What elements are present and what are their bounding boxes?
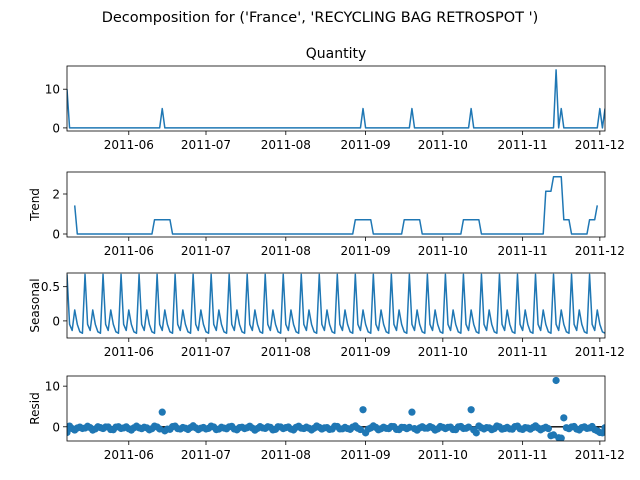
resid-point <box>552 376 560 385</box>
x-tick-label: 2011-06 <box>104 138 154 152</box>
y-tick-label: 0 <box>52 314 60 328</box>
resid-point <box>359 406 367 414</box>
x-tick-label: 2011-11 <box>498 448 548 462</box>
data-layer <box>67 376 605 441</box>
y-tick-label: 10 <box>45 83 60 97</box>
x-tick-label: 2011-09 <box>341 244 391 258</box>
data-layer <box>67 273 605 334</box>
x-tick-label: 2011-10 <box>418 345 468 359</box>
x-tick-label: 2011-10 <box>418 448 468 462</box>
y-tick-label: 10 <box>45 380 60 394</box>
data-layer <box>73 176 599 235</box>
x-tick-label: 2011-06 <box>104 345 154 359</box>
y-tick-label: 0 <box>52 228 60 242</box>
x-tick-label: 2011-10 <box>418 138 468 152</box>
panel-3: Seasonal 2011-06 2011-07 2011-08 2011-09 2011… <box>28 272 625 359</box>
x-tick-label: 2011-06 <box>104 244 154 258</box>
x-tick-label: 2011-07 <box>181 345 231 359</box>
x-tick-label: 2011-11 <box>498 244 548 258</box>
x-tick-label: 2011-12 <box>575 138 625 152</box>
figure-suptitle: Decomposition for ('France', 'RECYCLING … <box>102 10 539 26</box>
y-axis-label: Seasonal <box>28 278 42 332</box>
panel-frame <box>66 171 606 238</box>
y-axis-label: Trend <box>28 188 42 222</box>
y-tick-label: 0.5 <box>41 280 60 294</box>
x-tick-label: 2011-09 <box>341 345 391 359</box>
x-tick-label: 2011-09 <box>341 138 391 152</box>
seasonal-line <box>67 273 605 334</box>
x-tick-label: 2011-12 <box>575 448 625 462</box>
x-tick-label: 2011-11 <box>498 138 548 152</box>
x-tick-label: 2011-08 <box>261 244 311 258</box>
panel-frame <box>66 272 606 339</box>
resid-point <box>472 429 480 437</box>
x-tick-label: 2011-08 <box>261 345 311 359</box>
x-tick-label: 2011-07 <box>181 244 231 258</box>
panel-1: Quantity 2011-06 2011-07 2011-08 2011-09 2011… <box>45 46 625 152</box>
resid-point <box>598 429 605 437</box>
x-tick-label: 2011-07 <box>181 448 231 462</box>
x-tick-label: 2011-09 <box>341 448 391 462</box>
data-layer <box>67 69 605 129</box>
x-tick-label: 2011-10 <box>418 244 468 258</box>
x-tick-label: 2011-08 <box>261 448 311 462</box>
x-tick-label: 2011-11 <box>498 345 548 359</box>
panel-2: Trend 2011-06 2011-07 2011-08 2011-09 2011-10… <box>28 171 625 258</box>
panel-frame <box>66 65 606 132</box>
x-tick-label: 2011-12 <box>575 345 625 359</box>
resid-point <box>601 424 605 432</box>
x-tick-label: 2011-07 <box>181 138 231 152</box>
panel-4: Resid 2011-06 2011-07 2011-08 2011-09 2011-10… <box>28 375 625 462</box>
x-tick-label: 2011-06 <box>104 448 154 462</box>
y-axis-label: Resid <box>28 392 42 424</box>
y-tick-label: 0 <box>52 420 60 434</box>
resid-point <box>560 414 568 422</box>
panel-frame <box>66 375 606 442</box>
resid-point <box>356 425 365 434</box>
y-tick-label: 0 <box>52 121 60 135</box>
resid-point <box>158 408 166 416</box>
resid-point <box>408 408 416 416</box>
x-tick-label: 2011-12 <box>575 244 625 258</box>
panel-title: Quantity <box>306 46 367 62</box>
resid-point <box>557 434 565 441</box>
resid-point <box>544 425 552 433</box>
series-line <box>67 69 605 129</box>
resid-point <box>467 406 475 414</box>
series-line <box>73 176 599 235</box>
y-tick-label: 2 <box>52 188 60 202</box>
x-tick-label: 2011-08 <box>261 138 311 152</box>
